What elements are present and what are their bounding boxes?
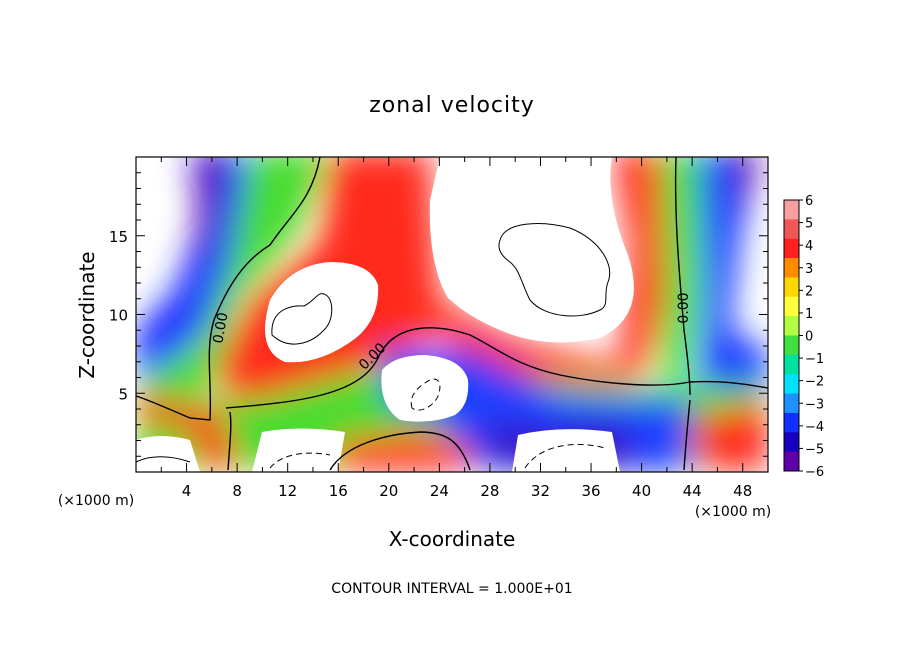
x-tick-label: 12 bbox=[278, 482, 297, 500]
colorbar-label: 1 bbox=[805, 307, 813, 322]
y-axis: 5 10 15 bbox=[109, 172, 768, 457]
x-tick-label: 16 bbox=[329, 482, 348, 500]
contour-label-text: 0.00 bbox=[210, 311, 231, 344]
colorbar-label: 6 bbox=[805, 194, 813, 209]
colorbar-label: −5 bbox=[805, 442, 824, 457]
x-tick-label: 8 bbox=[232, 482, 242, 500]
colorbar-swatch bbox=[784, 277, 799, 298]
contour-label-text: 0.00 bbox=[676, 292, 692, 323]
contour-dashed-bottom-right bbox=[524, 443, 606, 469]
x-axis: 4 8 12 16 20 24 28 32 36 40 44 48 bbox=[160, 157, 752, 500]
y-tick-label: 5 bbox=[118, 385, 128, 403]
white-patch-bottom-left bbox=[136, 436, 200, 472]
bottom-left-red bbox=[136, 395, 240, 470]
right-jet-purple bbox=[731, 157, 759, 220]
neg-jet-left-core bbox=[196, 157, 225, 270]
x-tick-label: 48 bbox=[733, 482, 752, 500]
colorbar-swatch bbox=[784, 335, 799, 356]
colorbar-label: 4 bbox=[805, 239, 813, 254]
left-sheath-green bbox=[136, 157, 328, 420]
white-patch-bottom-right bbox=[512, 429, 620, 472]
x-axis-label: X-coordinate bbox=[389, 527, 516, 551]
x-tick-label: 28 bbox=[480, 482, 499, 500]
colorbar-swatch bbox=[784, 412, 799, 433]
contour-interval-note: CONTOUR INTERVAL = 1.000E+01 bbox=[331, 581, 572, 597]
field-layer: 0.00 0.00 0.00 bbox=[136, 157, 768, 472]
x-unit-label-right: (×1000 m) bbox=[695, 504, 771, 520]
colorbar-swatch bbox=[784, 393, 799, 414]
colorbar-swatch bbox=[784, 258, 799, 278]
white-patch-bottom-mid bbox=[252, 428, 345, 472]
colorbar-label: −4 bbox=[805, 420, 824, 435]
contour-bottom-left-cell bbox=[136, 456, 191, 463]
contour-core-right bbox=[498, 223, 611, 317]
x-tick-label: 20 bbox=[379, 482, 398, 500]
zero-contours bbox=[136, 157, 768, 471]
colorbar-swatch bbox=[784, 354, 799, 375]
contour-dashed-bottom-mid bbox=[269, 452, 331, 469]
y-axis-label: Z-coordinate bbox=[75, 251, 99, 378]
positive-core-right bbox=[429, 157, 634, 343]
colorbar-swatch bbox=[784, 219, 799, 240]
colorbar-label: −1 bbox=[805, 352, 824, 367]
chart-title: zonal velocity bbox=[369, 93, 535, 118]
contour-bottom-jet bbox=[329, 431, 471, 471]
colorbar-label: 2 bbox=[805, 284, 813, 299]
y-tick-label: 10 bbox=[109, 307, 128, 325]
colorbar: 6 5 4 3 2 1 0 −1 −2 −3 −4 −5 −6 bbox=[783, 194, 824, 480]
y-tick-label: 15 bbox=[109, 228, 128, 246]
colorbar-swatch bbox=[784, 296, 799, 317]
x-tick-label: 40 bbox=[632, 482, 651, 500]
bottom-right-red bbox=[690, 400, 768, 470]
colorbar-swatch bbox=[784, 200, 799, 220]
contour-label-left: 0.00 bbox=[210, 311, 231, 344]
colorbar-label: 0 bbox=[805, 330, 813, 345]
colorbar-swatch bbox=[784, 374, 799, 395]
x-tick-label: 24 bbox=[430, 482, 449, 500]
colorbar-label: 5 bbox=[805, 217, 813, 232]
positive-core-left bbox=[265, 262, 379, 363]
contour-lower-left bbox=[227, 411, 232, 471]
contour-core-left bbox=[271, 293, 333, 345]
colorbar-label: 3 bbox=[805, 262, 813, 277]
bottom-jet-red bbox=[330, 432, 470, 470]
contour-label-right: 0.00 bbox=[676, 292, 692, 323]
x-tick-label: 32 bbox=[531, 482, 550, 500]
colorbar-label: −2 bbox=[805, 375, 824, 390]
right-jet-blue bbox=[700, 157, 768, 390]
contour-right bbox=[674, 157, 691, 396]
colorbar-swatch bbox=[784, 432, 799, 453]
colorbar-label: −3 bbox=[805, 397, 824, 412]
contour-left bbox=[136, 157, 321, 421]
right-jet-green bbox=[660, 157, 700, 380]
secondary-contours bbox=[136, 223, 611, 469]
x-tick-label: 36 bbox=[581, 482, 600, 500]
x-unit-label-left: (×1000 m) bbox=[58, 493, 134, 509]
contour-lower-right bbox=[683, 399, 691, 471]
colorbar-swatch bbox=[784, 238, 799, 259]
colorbar-swatch bbox=[784, 451, 799, 472]
neg-jet-left bbox=[136, 157, 245, 380]
x-tick-label: 4 bbox=[182, 482, 192, 500]
colorbar-swatch bbox=[784, 316, 799, 336]
colorbar-label: −6 bbox=[805, 465, 824, 480]
x-tick-label: 44 bbox=[683, 482, 702, 500]
white-patch-center bbox=[381, 355, 469, 422]
